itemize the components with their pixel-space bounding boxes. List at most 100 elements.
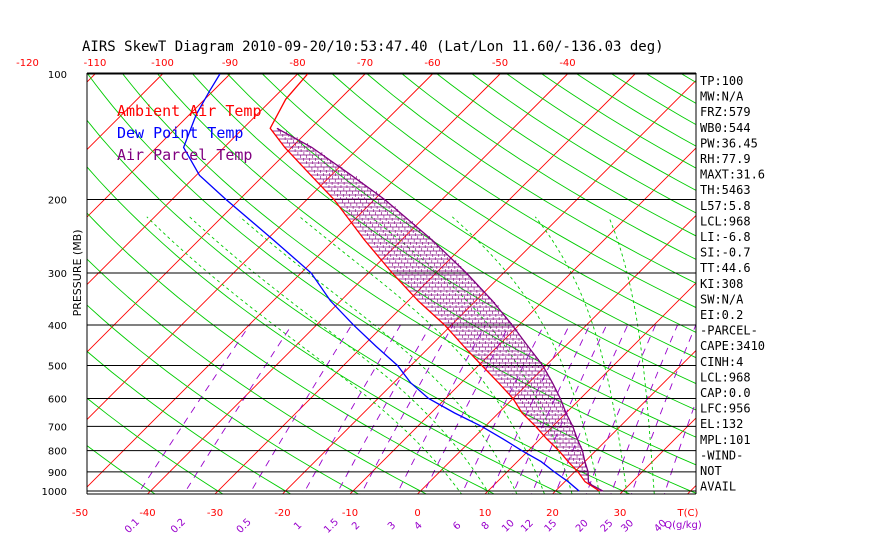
- pressure-tick-label: 600: [48, 394, 67, 405]
- dry-adiabat-line: [436, 73, 696, 237]
- mixing-ratio-line: [610, 324, 678, 494]
- mixing-ratio-line: [663, 400, 696, 494]
- profile-lines: [182, 73, 604, 492]
- dry-adiabat-line: [87, 258, 428, 494]
- index-entry: EI:0.2: [700, 308, 743, 322]
- top-temp-tick-label: -90: [222, 58, 238, 69]
- mixing-ratio-label: 3: [386, 520, 398, 532]
- mixing-ratio-label: 12: [519, 518, 536, 535]
- mixing-ratio-label: 30: [619, 518, 636, 535]
- bottom-temp-tick-label: 20: [546, 508, 559, 519]
- cape-hatching: [272, 128, 603, 492]
- mixing-ratio-line: [461, 324, 545, 494]
- dry-adiabat-line: [787, 74, 870, 500]
- mixing-ratio-label: 2: [350, 520, 362, 532]
- moist-adiabat-line: [451, 216, 600, 494]
- dry-adiabat-line: [367, 73, 696, 284]
- top-temp-tick-label: -100: [151, 58, 174, 69]
- dry-adiabat-line: [0, 74, 27, 500]
- isotherm-line: [146, 73, 568, 494]
- pressure-tick-label: 100: [48, 70, 67, 81]
- mixing-ratio-label: 10: [500, 518, 517, 535]
- top-temp-tick-label: -40: [559, 58, 575, 69]
- index-entry: MAXT:31.6: [700, 168, 765, 182]
- dry-adiabat-line: [471, 73, 696, 214]
- isotherm-line: [87, 73, 298, 286]
- bottom-temp-tick-label: 0: [414, 508, 420, 519]
- diagram-grid: [0, 73, 870, 500]
- mixing-ratio-label: 20: [574, 518, 591, 535]
- mixing-ratio-label: 1.5: [322, 517, 341, 536]
- dry-adiabat-line: [87, 119, 631, 494]
- bottom-temp-tick-label: 10: [479, 508, 492, 519]
- bottom-temp-tick-label: -10: [342, 508, 358, 519]
- top-temp-tick-label: -120: [16, 58, 39, 69]
- mixing-ratio-line: [630, 324, 696, 494]
- top-temp-tick-label: -80: [289, 58, 305, 69]
- index-entry: CAP:0.0: [700, 386, 751, 400]
- mixing-ratio-line: [585, 324, 656, 494]
- pressure-tick-label: 500: [48, 361, 67, 372]
- mixing-ratio-line: [137, 324, 250, 494]
- bottom-temp-tick-label: -40: [139, 508, 155, 519]
- dry-adiabat-line: [227, 73, 696, 385]
- moist-adiabat-line: [370, 216, 573, 494]
- air-parcel-temp-profile: [276, 127, 604, 492]
- mixing-ratio-label: 4: [412, 520, 424, 532]
- bottom-temp-tick-label: 30: [614, 508, 627, 519]
- legend-entry: Air Parcel Temp: [117, 146, 252, 164]
- moist-adiabat-line: [189, 216, 490, 494]
- dry-adiabat-line: [541, 73, 696, 169]
- top-temp-tick-label: -50: [492, 58, 508, 69]
- isotherm-line: [817, 74, 870, 500]
- index-entry: CAPE:3410: [700, 339, 765, 353]
- moist-adiabat-line: [146, 216, 463, 494]
- isotherm-line: [0, 74, 28, 500]
- dry-adiabat-line: [87, 350, 292, 494]
- mixing-ratio-line: [489, 324, 570, 494]
- moist-adiabat-line: [608, 216, 655, 494]
- legend: Ambient Air Temp Dew Point Temp Air Parcel…: [117, 102, 262, 164]
- dew-point-temp-profile: [182, 73, 580, 492]
- mixing-ratio-line: [302, 324, 401, 494]
- index-entry: PW:36.45: [700, 136, 758, 150]
- pressure-tick-label: 300: [48, 269, 67, 280]
- dry-adiabat-line: [506, 73, 696, 191]
- mixing-ratio-line: [360, 324, 454, 494]
- dry-adiabat-line: [297, 73, 696, 333]
- moist-adiabat-line: [534, 216, 628, 494]
- chart-title: AIRS SkewT Diagram 2010-09-20/10:53:47.4…: [82, 39, 664, 55]
- isotherm-line: [87, 73, 501, 488]
- mixing-ratio-line: [183, 324, 293, 494]
- moist-adiabat-line: [299, 216, 545, 494]
- mixing-ratio-label: 8: [480, 520, 492, 532]
- index-entry: EL:132: [700, 417, 743, 431]
- index-entry: CINH:4: [700, 355, 743, 369]
- mixing-ratio-label: 0.5: [235, 517, 254, 536]
- isotherm-line: [87, 73, 163, 151]
- dry-adiabat-line: [122, 73, 696, 466]
- index-entry: L57:5.8: [700, 199, 751, 213]
- isotherm-line: [87, 73, 231, 218]
- dry-adiabat-line: [752, 74, 870, 500]
- isotherm-line: [87, 73, 366, 353]
- index-entry: MW:N/A: [700, 90, 744, 104]
- mixing-ratio-line: [422, 324, 510, 494]
- pressure-tick-label: 200: [48, 196, 67, 207]
- isotherm-line: [749, 74, 870, 500]
- pressure-tick-label: 700: [48, 422, 67, 433]
- mixing-ratio-label: 0.1: [123, 517, 142, 536]
- mixing-ratio-unit: Q(g/kg): [664, 520, 702, 531]
- mixing-ratio-label: 15: [543, 518, 560, 535]
- isotherm-line: [551, 349, 696, 494]
- pressure-tick-label: 800: [48, 447, 67, 458]
- isotherm-line: [416, 214, 696, 494]
- index-entry: WB0:544: [700, 121, 751, 135]
- mixing-ratio-line: [396, 324, 486, 494]
- index-entry: MPL:101: [700, 433, 751, 447]
- y-axis-label: PRESSURE (MB): [71, 229, 84, 316]
- index-entry: NOT: [700, 464, 722, 478]
- isotherm-line: [281, 79, 696, 494]
- index-entry: TH:5463: [700, 183, 751, 197]
